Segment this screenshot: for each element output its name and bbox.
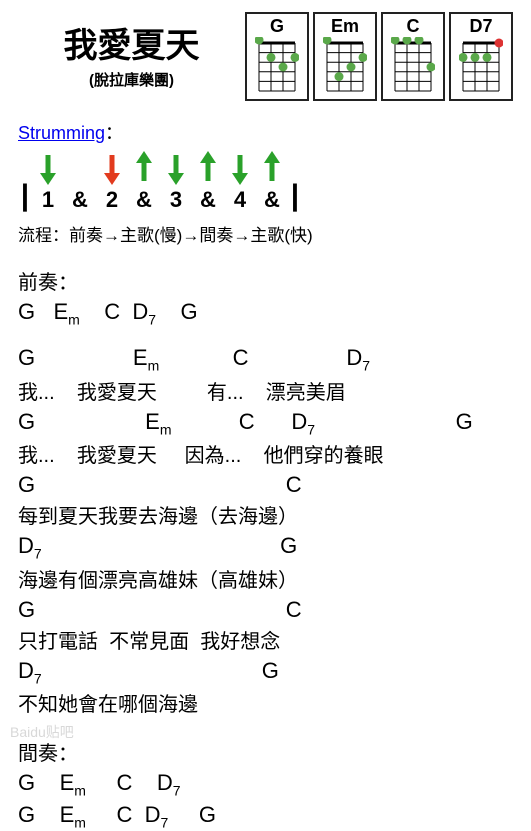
interlude-line1: G Em C D7	[18, 770, 513, 798]
strum-arrow-up-icon	[198, 151, 218, 185]
interlude-label: 間奏：	[18, 737, 513, 766]
strum-beat: &	[128, 151, 160, 213]
song-structure: 流程：前奏→主歌(慢)→間奏→主歌(快)	[18, 221, 513, 246]
strum-beat: 4	[224, 151, 256, 213]
chord-label: C	[407, 16, 420, 37]
strum-beat: &	[192, 151, 224, 213]
intro-chords: G Em C D7 G	[18, 299, 513, 327]
lyric-line: 每到夏天我要去海邊（去海邊）	[18, 500, 513, 529]
chord-label: Em	[331, 16, 359, 37]
strumming-link[interactable]: Strumming	[18, 123, 105, 143]
verse-block: G Em C D7 我... 我愛夏天 有... 漂亮美眉 G Em C D7 G我…	[18, 345, 513, 717]
watermark: Baidu贴吧	[10, 722, 74, 742]
chord-box-g: G	[245, 12, 309, 101]
strum-arrow-down-icon	[102, 151, 122, 185]
bar-line: |	[288, 179, 302, 213]
strum-arrow-down-icon	[230, 151, 250, 185]
beat-label: &	[192, 187, 224, 213]
song-title: 我愛夏天	[18, 18, 245, 67]
lyric-line: 海邊有個漂亮高雄妹（高雄妹）	[18, 564, 513, 593]
strum-beat: 3	[160, 151, 192, 213]
chord-line: D7 G	[18, 658, 513, 686]
fretboard-icon	[255, 37, 299, 95]
fretboard-icon	[391, 37, 435, 95]
beat-label: 4	[224, 187, 256, 213]
beat-label: &	[256, 187, 288, 213]
fretboard-icon	[323, 37, 367, 95]
intro-label: 前奏：	[18, 266, 513, 295]
chord-box-d7: D7	[449, 12, 513, 101]
interlude-line2: G Em C D7 G	[18, 802, 513, 830]
chord-box-em: Em	[313, 12, 377, 101]
beat-label: &	[128, 187, 160, 213]
fretboard-icon	[459, 37, 503, 95]
lyric-line: 我... 我愛夏天 因為... 他們穿的養眼	[18, 439, 513, 468]
strum-arrow-down-icon	[38, 151, 58, 185]
chord-line: G Em C D7	[18, 345, 513, 373]
chord-diagrams: G Em C D7	[245, 12, 513, 101]
strum-arrow-up-icon	[134, 151, 154, 185]
chord-label: G	[270, 16, 284, 37]
lyric-line: 只打電話 不常見面 我好想念	[18, 625, 513, 654]
chord-line: G C	[18, 472, 513, 498]
chord-line: D7 G	[18, 533, 513, 561]
beat-label: 3	[160, 187, 192, 213]
chord-label: D7	[469, 16, 492, 37]
beat-label: &	[64, 187, 96, 213]
strum-beat: &	[64, 151, 96, 213]
strum-beat: 2	[96, 151, 128, 213]
beat-label: 2	[96, 187, 128, 213]
bar-line: |	[18, 179, 32, 213]
chord-line: G Em C D7 G	[18, 409, 513, 437]
beat-label: 1	[32, 187, 64, 213]
chord-line: G C	[18, 597, 513, 623]
strumming-label: Strumming：	[18, 119, 513, 145]
strum-beat: 1	[32, 151, 64, 213]
strumming-pattern: |1&2&3&4&|	[18, 151, 513, 213]
strum-beat: &	[256, 151, 288, 213]
chord-box-c: C	[381, 12, 445, 101]
lyric-line: 不知她會在哪個海邊	[18, 688, 513, 717]
strum-arrow-down-icon	[166, 151, 186, 185]
artist-name: (脫拉庫樂團)	[18, 69, 245, 90]
lyric-line: 我... 我愛夏天 有... 漂亮美眉	[18, 376, 513, 405]
strum-arrow-up-icon	[262, 151, 282, 185]
